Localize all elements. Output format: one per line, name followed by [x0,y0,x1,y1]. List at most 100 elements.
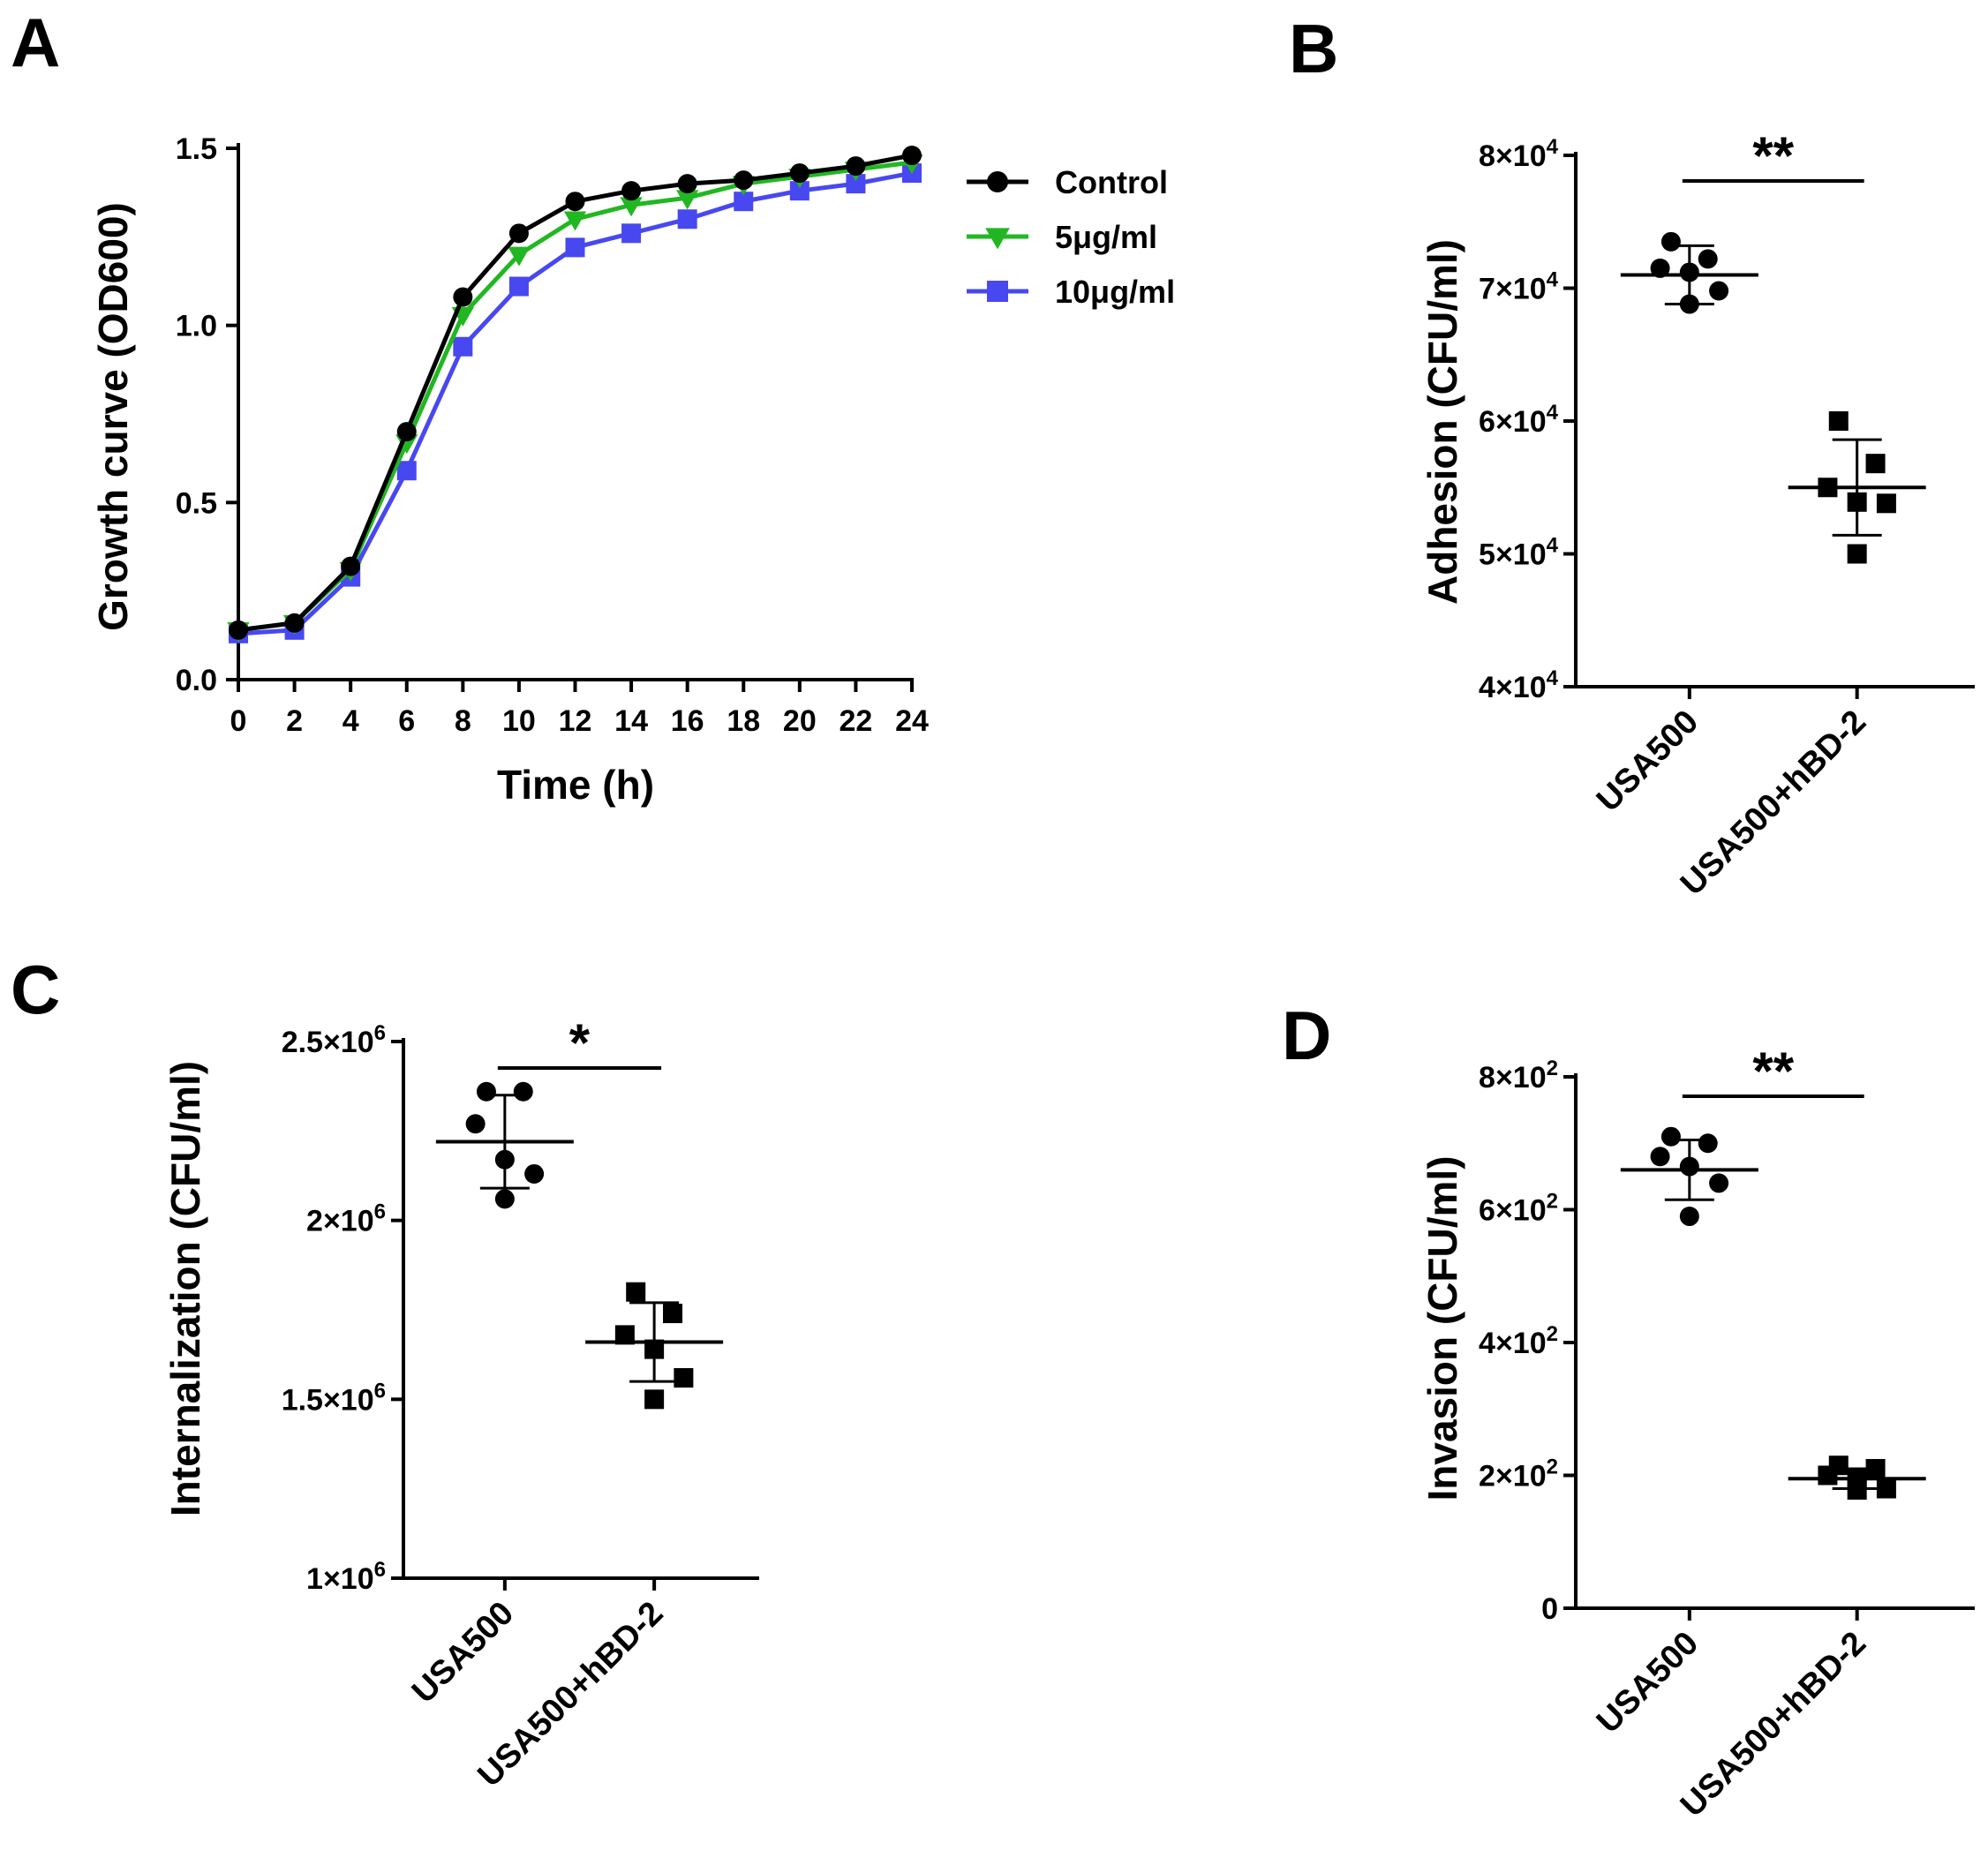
panel-b-usa500-data-point [1709,281,1729,301]
data-point-10gml [789,181,810,201]
panel-a-x-axis-title: Time (h) [497,762,654,808]
panel-a-x-tick-label: 18 [727,704,760,738]
panel-a-x-tick-label: 0 [230,704,247,738]
panel-c-usa500-data-point [524,1163,545,1184]
legend-marker-control [987,171,1008,192]
panel-a-y-tick-label: 0.0 [176,664,217,697]
panel-a-x-tick-label: 8 [455,704,471,738]
panel-b-usa500-hbd2-data-point [1828,411,1849,431]
panel-c-usa500-hbd2-data-point [644,1389,665,1410]
panel-c-y-tick-label: 1.5×106 [282,1379,386,1417]
panel-a-legend: Control 5μg/ml 10μg/ml [967,164,1175,310]
panel-b-usa500-data-point [1698,249,1718,269]
data-point-control [341,556,361,576]
panel-c-y-axis-title: Internalization (CFU/ml) [162,1061,208,1516]
panel-b-y-axis-title: Adhesion (CFU/ml) [1419,239,1465,605]
panel-a-x-tick-label: 2 [286,704,303,738]
data-point-control [677,174,697,194]
data-point-control [902,146,922,166]
panel-d-usa500-data-point [1660,1126,1681,1147]
panel-d-y-tick-label: 2×102 [1479,1456,1558,1493]
panel-c-y-tick-label: 1×106 [306,1558,386,1596]
panel-a-y-tick-label: 0.5 [176,486,217,520]
panel-d-usa500-data-point [1650,1147,1670,1167]
panel-a-x-tick-label: 14 [614,704,648,738]
panel-d-usa500-hbd2-data-point [1847,1480,1867,1501]
data-point-5gml [676,190,699,210]
data-point-10gml [621,223,642,244]
data-point-control [565,192,585,212]
panel-b-usa500-hbd2-data-point [1847,544,1867,564]
panel-d-significance-label: ** [1752,1042,1794,1101]
panel-b-usa500-hbd2-data-point [1876,493,1896,514]
panel-d: D Invasion (CFU/ml) 0 2×102 4×102 6×102 8×10… [1282,997,1975,1824]
panel-label-c: C [11,951,60,1028]
data-point-control [846,156,866,177]
panel-d-usa500-hbd2-data-point [1876,1478,1896,1499]
data-point-10gml [677,209,697,229]
data-point-10gml [846,174,866,194]
panel-b: B Adhesion (CFU/ml) 4×104 5×104 6×104 7×104… [1289,10,1975,903]
panel-c-x-tick-label: USA500 [405,1595,521,1711]
panel-c-usa500-data-point [465,1114,486,1134]
panel-c-usa500-data-point [513,1081,533,1102]
series-line-5gml [237,160,913,633]
data-point-10gml [396,461,417,481]
legend-marker-10gml [987,281,1008,302]
panel-a-x-tick-label: 6 [398,704,415,738]
panel-d-y-tick-label: 8×102 [1479,1057,1558,1094]
panel-label-d: D [1282,997,1331,1074]
panel-a-y-tick-label: 1.0 [176,310,217,343]
panel-b-y-tick-label: 7×104 [1479,268,1559,306]
panel-label-a: A [11,4,60,81]
data-point-5gml [508,246,531,267]
panel-b-usa500-hbd2-data-point [1865,454,1886,474]
panel-c-plot-area: 1×1061.5×1062×1062.5×106USA500USA500+hBD… [282,1013,759,1794]
panel-d-y-axis-title: Invasion (CFU/ml) [1419,1155,1465,1501]
panel-c: C Internalization (CFU/ml) 1×106 1.5×106 2… [11,951,759,1794]
panel-c-usa500-data-point [476,1081,496,1102]
panel-d-x-tick-label: USA500+hBD-2 [1674,1625,1873,1824]
panel-a-x-tick-label: 24 [895,704,929,738]
data-point-10gml [565,237,585,258]
panel-a-x-tick-label: 12 [559,704,592,738]
data-point-control [284,613,305,633]
panel-label-b: B [1289,10,1338,87]
panel-d-usa500-data-point [1679,1207,1699,1227]
legend-marker-5gml [985,228,1010,250]
panel-b-y-tick-label: 6×104 [1479,401,1559,439]
data-point-10gml [508,276,529,297]
panel-c-usa500-hbd2-data-point [626,1282,646,1302]
panel-d-usa500-data-point [1709,1173,1729,1193]
panel-b-x-tick-label: USA500 [1590,703,1706,819]
data-point-control [789,163,810,184]
data-point-5gml [620,197,643,217]
legend-label-control: Control [1055,164,1168,200]
data-point-10gml [453,336,473,357]
data-point-control [734,170,754,191]
panel-b-y-tick-label: 8×104 [1479,135,1559,173]
panel-d-y-tick-label: 6×102 [1479,1190,1558,1228]
panel-a-x-tick-label: 22 [840,704,873,738]
panel-a-y-tick-label: 1.5 [176,132,217,166]
panel-a: A Growth curve (OD600) Time (h) 0.0 0.5 1.… [11,4,1175,808]
legend-label-10gml: 10μg/ml [1055,274,1175,310]
panel-b-usa500-data-point [1650,258,1670,278]
data-point-control [453,287,473,307]
panel-c-usa500-hbd2-data-point [674,1368,694,1388]
panel-c-usa500-data-point [494,1189,515,1209]
panel-b-usa500-data-point [1660,231,1681,252]
panel-b-plot-area: 4×104 5×104 6×104 7×104 8×104 USA500USA500+hB… [1479,126,1975,903]
panel-b-significance-label: ** [1752,126,1794,185]
panel-b-y-tick-label: 4×104 [1479,666,1559,704]
panel-a-x-tick-label: 4 [343,704,359,738]
panel-d-y-tick-label: 4×102 [1479,1322,1558,1360]
panel-b-y-tick-label: 5×104 [1479,534,1559,572]
panel-a-x-tick-label: 16 [671,704,704,738]
data-point-10gml [734,192,754,212]
legend-label-5gml: 5μg/ml [1055,219,1157,255]
panel-c-usa500-hbd2-data-point [663,1304,683,1324]
panel-c-y-tick-label: 2.5×106 [282,1021,386,1059]
